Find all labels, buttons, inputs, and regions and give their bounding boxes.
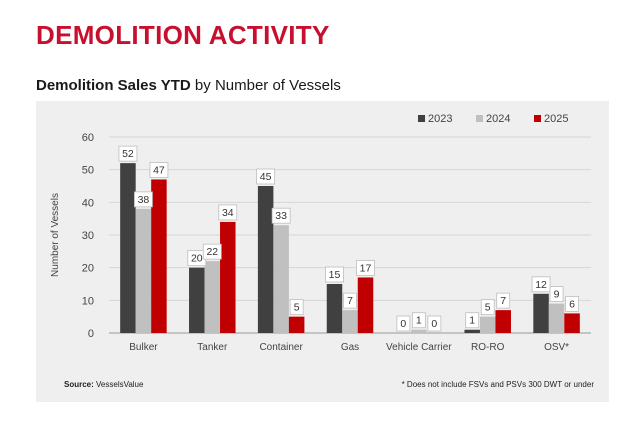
y-tick-label: 30	[82, 230, 94, 242]
data-label-box	[289, 299, 304, 316]
data-label-box	[427, 315, 442, 332]
data-label: 7	[500, 295, 506, 307]
data-label-box	[325, 266, 344, 283]
x-ticks: Bulker Tanker Container Gas Vehicle Carrier R…	[129, 342, 569, 353]
y-axis-label: Number of Vessels	[50, 193, 61, 277]
source-label: Source:	[64, 380, 94, 389]
x-tick-label: Vehicle Carrier	[386, 342, 452, 353]
data-label: 7	[347, 295, 353, 307]
source-value: VesselsValue	[93, 380, 144, 389]
legend-label: 2024	[486, 113, 510, 125]
bar-2023-2	[257, 186, 274, 333]
data-label-box	[356, 260, 375, 276]
bar-2025-6	[564, 313, 580, 333]
chart-heading-rest: by Number of Vessels	[190, 77, 341, 94]
bar-2024-4	[411, 329, 427, 333]
data-label: 45	[260, 171, 272, 183]
y-tick-label: 50	[82, 165, 94, 177]
bar-2024-5	[479, 316, 496, 333]
data-label: 1	[469, 315, 475, 327]
data-label-box	[271, 207, 291, 224]
bar-2024-1	[204, 261, 221, 333]
bar-2025-1	[220, 221, 236, 333]
x-tick-label: Tanker	[197, 342, 228, 353]
x-tick-label: RO-RO	[471, 342, 505, 353]
data-label: 47	[153, 164, 165, 176]
data-label-box	[480, 299, 495, 316]
data-label: 20	[191, 253, 203, 265]
data-label: 5	[294, 302, 300, 314]
bar-2023-3	[326, 284, 343, 333]
bar-2023-1	[189, 267, 205, 333]
data-label: 38	[138, 194, 150, 206]
data-label-box	[118, 145, 138, 162]
bar-2025-0	[151, 179, 167, 333]
source-note: Source: VesselsValue	[64, 380, 143, 389]
data-label-box	[218, 204, 238, 221]
data-label: 0	[400, 318, 406, 330]
bar-2025-3	[357, 277, 374, 333]
bar-2024-3	[342, 310, 358, 333]
data-label: 1	[416, 315, 422, 327]
legend-label: 2025	[544, 113, 568, 125]
x-tick-label: Container	[259, 342, 303, 353]
data-label: 15	[329, 269, 341, 281]
x-tick-label: Bulker	[129, 342, 158, 353]
data-label: 12	[535, 279, 547, 291]
y-ticks: 0 10 20 30 40 50 60	[82, 132, 94, 340]
x-tick-label: OSV*	[544, 342, 569, 353]
legend-swatch-2024	[476, 115, 483, 122]
bar-2025-5	[495, 310, 511, 333]
data-label: 0	[431, 318, 437, 330]
y-tick-label: 10	[82, 295, 94, 307]
x-tick-label: Gas	[341, 342, 359, 353]
legend-swatch-2025	[534, 115, 541, 122]
legend-swatch-2023	[418, 115, 425, 122]
chart-heading-bold: Demolition Sales YTD	[36, 77, 191, 94]
y-tick-label: 20	[82, 263, 94, 275]
data-label: 6	[569, 298, 575, 310]
data-label: 33	[275, 210, 287, 222]
data-label: 9	[554, 289, 560, 301]
bar-2024-0	[135, 208, 152, 333]
data-label-box	[202, 243, 222, 260]
y-tick-label: 60	[82, 132, 94, 144]
bar-2023-0	[120, 163, 136, 333]
bar-2024-6	[548, 303, 565, 333]
data-label-box	[565, 295, 579, 312]
bars	[120, 163, 580, 333]
footnote: * Does not include FSVs and PSVs 300 DWT…	[401, 380, 594, 389]
data-label-box	[256, 168, 276, 185]
data-label-box	[549, 286, 564, 303]
y-tick-label: 40	[82, 197, 94, 209]
data-label-box	[343, 292, 357, 309]
data-label-box	[411, 312, 426, 329]
data-label-box	[134, 191, 153, 208]
data-label-box	[396, 315, 411, 332]
bar-2023-6	[533, 293, 549, 333]
legend: 2023 2024 2025	[418, 113, 568, 125]
data-label-box	[531, 276, 551, 293]
data-label-box	[496, 292, 511, 309]
bar-2024-2	[273, 225, 289, 333]
data-label: 34	[222, 207, 234, 219]
data-label-box	[149, 162, 169, 178]
data-label: 17	[360, 262, 372, 274]
legend-label: 2023	[428, 113, 452, 125]
page-title: DEMOLITION ACTIVITY	[36, 20, 330, 50]
data-label: 5	[485, 302, 491, 314]
chart-panel: 0 10 20 30 40 50 60 Number of Vessels 52 38 47 20…	[36, 101, 609, 402]
chart-heading: Demolition Sales YTD by Number of Vessel…	[36, 77, 341, 94]
bar-2025-2	[288, 316, 305, 333]
data-label-box	[465, 312, 480, 329]
data-label: 52	[122, 148, 134, 160]
y-tick-label: 0	[88, 328, 94, 340]
data-label: 22	[206, 246, 218, 258]
bar-2023-5	[464, 329, 480, 333]
